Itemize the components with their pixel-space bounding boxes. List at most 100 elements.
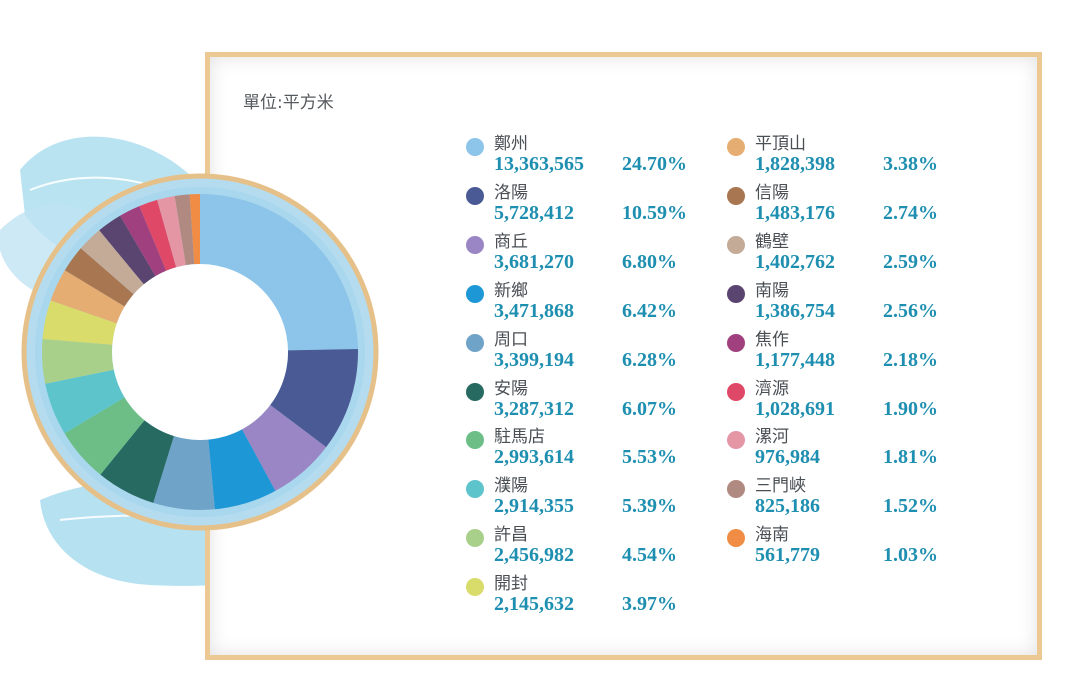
legend-value: 1,483,176 (755, 201, 835, 224)
legend-name: 平頂山 (755, 134, 806, 154)
legend-percent: 3.38% (883, 153, 938, 175)
legend-name: 三門峽 (755, 476, 806, 497)
legend-percent: 6.42% (622, 299, 677, 322)
legend-swatch (727, 138, 745, 156)
donut-slice-10 (50, 270, 125, 324)
legend-swatch (466, 284, 484, 303)
donut-slice-14 (120, 206, 167, 277)
donut-hole (112, 264, 288, 440)
legend-swatch (466, 186, 484, 205)
legend-swatch (727, 284, 745, 303)
legend-value: 825,186 (755, 495, 820, 518)
legend-item: 鄭州 13,363,565 24.70% (466, 134, 706, 182)
legend-name: 周口 (494, 329, 528, 350)
legend-item: 安陽 3,287,312 6.07% (466, 379, 706, 427)
donut-slice-9 (42, 300, 117, 345)
legend-item: 漯河 976,984 1.81% (727, 427, 967, 475)
legend-item: 開封 2,145,632 3.97% (466, 574, 706, 622)
donut-slice-0 (200, 194, 358, 351)
legend-name: 信陽 (755, 182, 789, 203)
donut-slice-16 (157, 196, 186, 268)
donut-slice-15 (139, 199, 177, 271)
donut-slice-8 (41, 338, 114, 384)
legend-percent: 3.97% (622, 593, 677, 616)
legend-percent: 1.03% (883, 544, 938, 567)
legend-percent: 6.07% (622, 397, 677, 420)
legend-item: 平頂山 1,828,398 3.38% (727, 134, 967, 182)
legend-value: 1,177,448 (755, 348, 835, 371)
legend-percent: 6.80% (622, 250, 677, 273)
donut-slice-12 (80, 230, 144, 295)
legend-value: 1,386,754 (755, 299, 835, 322)
legend-name: 海南 (755, 525, 789, 546)
legend-swatch (466, 235, 484, 254)
legend-name: 許昌 (494, 525, 528, 546)
legend-swatch (727, 235, 745, 254)
legend-swatch (727, 333, 745, 352)
donut-slice-3 (208, 429, 276, 510)
legend-value: 1,828,398 (755, 153, 835, 175)
legend-percent: 4.54% (622, 544, 677, 567)
legend-percent: 10.59% (622, 201, 687, 224)
legend-value: 1,402,762 (755, 250, 835, 273)
legend-item: 商丘 3,681,270 6.80% (466, 232, 706, 280)
legend-name: 南陽 (755, 280, 789, 301)
legend-swatch (466, 382, 484, 401)
donut-slice-4 (153, 436, 215, 510)
legend-value: 976,984 (755, 446, 820, 469)
legend-swatch (466, 333, 484, 352)
legend-percent: 1.90% (883, 397, 938, 420)
legend-value: 2,914,355 (494, 495, 574, 518)
donut-slice-5 (100, 420, 174, 503)
legend-name: 駐馬店 (494, 427, 545, 448)
legend-swatch (727, 186, 745, 205)
donut-slice-2 (241, 404, 327, 491)
legend-value: 3,399,194 (494, 348, 574, 371)
legend-value: 3,287,312 (494, 397, 574, 420)
legend-swatch (727, 382, 745, 401)
legend-value: 2,456,982 (494, 544, 574, 567)
legend-percent: 24.70% (622, 153, 687, 175)
unit-label: 單位:平方米 (243, 93, 334, 113)
legend-item: 濮陽 2,914,355 5.39% (466, 476, 706, 524)
legend-name: 濮陽 (494, 476, 528, 497)
legend-name: 濟源 (755, 378, 789, 399)
legend-name: 商丘 (494, 231, 528, 252)
legend-value: 2,993,614 (494, 446, 574, 469)
legend-item: 新鄉 3,471,868 6.42% (466, 281, 706, 329)
legend-value: 3,471,868 (494, 299, 574, 322)
legend-name: 漯河 (755, 427, 789, 448)
legend-name: 新鄉 (494, 280, 528, 301)
legend-item: 南陽 1,386,754 2.56% (727, 281, 967, 329)
legend-item: 洛陽 5,728,412 10.59% (466, 183, 706, 231)
legend-percent: 1.81% (883, 446, 938, 469)
legend-value: 5,728,412 (494, 201, 574, 224)
legend-name: 鶴壁 (755, 231, 789, 252)
legend-value: 1,028,691 (755, 397, 835, 420)
legend-item: 焦作 1,177,448 2.18% (727, 330, 967, 378)
legend-item: 海南 561,779 1.03% (727, 525, 967, 573)
legend-percent: 5.39% (622, 495, 677, 518)
donut-chart (21, 173, 379, 531)
donut-slice-13 (99, 215, 156, 285)
donut-slice-6 (64, 397, 145, 475)
legend-swatch (466, 431, 484, 450)
legend-item: 鶴壁 1,402,762 2.59% (727, 232, 967, 280)
legend-swatch (727, 529, 745, 548)
donut-slice-18 (189, 194, 200, 265)
legend-item: 信陽 1,483,176 2.74% (727, 183, 967, 231)
legend-item: 駐馬店 2,993,614 5.53% (466, 427, 706, 475)
legend-item: 濟源 1,028,691 1.90% (727, 379, 967, 427)
legend-value: 2,145,632 (494, 593, 574, 616)
legend-name: 焦作 (755, 329, 789, 350)
donut-slice-7 (45, 369, 125, 434)
legend-item: 三門峽 825,186 1.52% (727, 476, 967, 524)
donut-slice-11 (64, 248, 134, 307)
legend-percent: 2.59% (883, 250, 938, 273)
legend-value: 13,363,565 (494, 153, 584, 175)
legend-value: 3,681,270 (494, 250, 574, 273)
legend-name: 鄭州 (494, 134, 528, 154)
legend-percent: 6.28% (622, 348, 677, 371)
legend-item: 許昌 2,456,982 4.54% (466, 525, 706, 573)
